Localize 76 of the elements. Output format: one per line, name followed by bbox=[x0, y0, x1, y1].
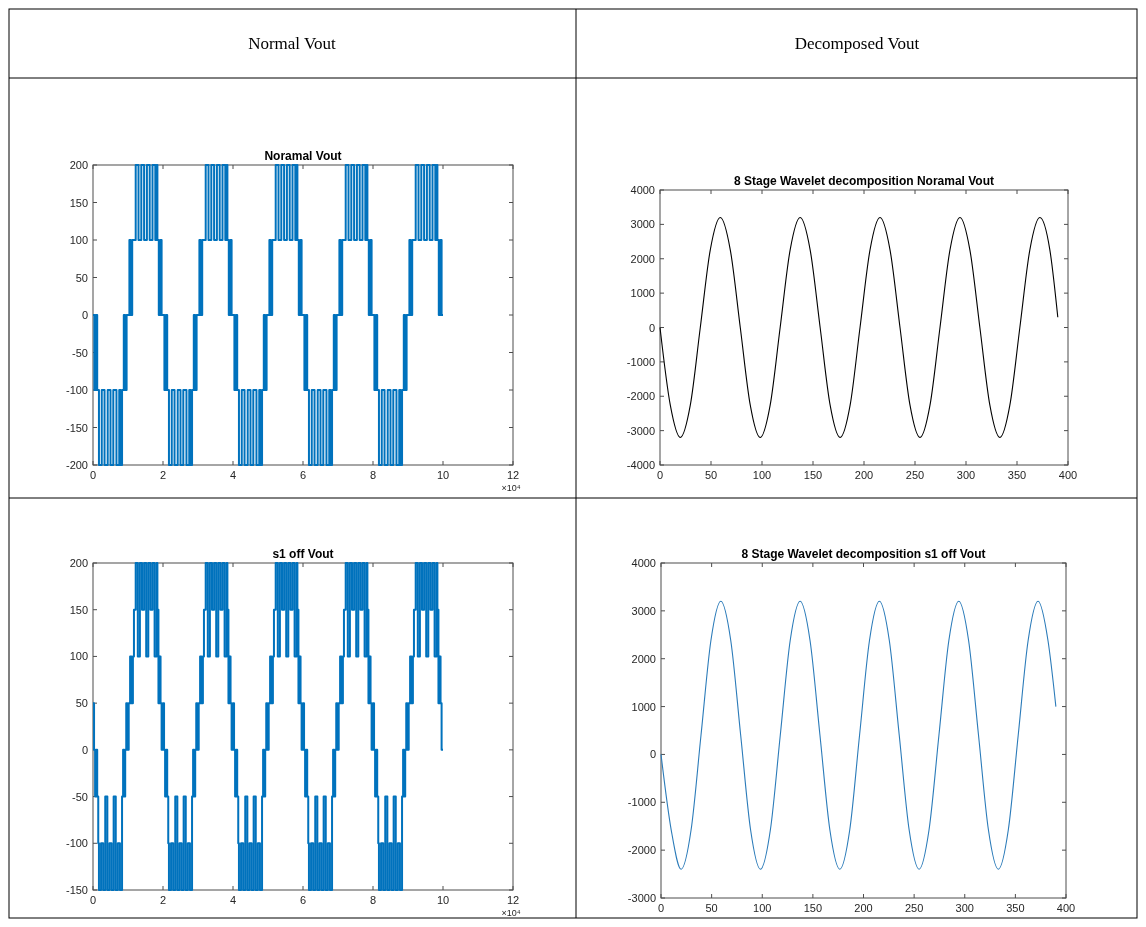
x-tick-label: 0 bbox=[656, 469, 664, 481]
x-tick-label: 12 bbox=[506, 469, 520, 481]
y-tick-label: 4000 bbox=[631, 557, 656, 569]
y-tick-label: 3000 bbox=[630, 218, 655, 231]
chart-title: s1 off Vout bbox=[272, 547, 334, 561]
x-tick-label: 0 bbox=[89, 894, 97, 906]
x-tick-label: 400 bbox=[1058, 469, 1078, 481]
y-tick-label: 150 bbox=[69, 196, 88, 209]
x-tick-label: 6 bbox=[299, 469, 307, 481]
y-tick-label: 0 bbox=[81, 309, 88, 321]
y-tick-label: 0 bbox=[648, 321, 655, 334]
y-tick-label: -150 bbox=[65, 884, 88, 896]
y-tick-label: 200 bbox=[69, 159, 88, 171]
y-tick-label: 0 bbox=[81, 743, 88, 756]
chart-title: 8 Stage Wavelet decomposition Noramal Vout bbox=[733, 174, 995, 188]
x-tick-label: 250 bbox=[905, 469, 925, 481]
y-tick-label: -3000 bbox=[626, 424, 655, 437]
x-tick-label: 300 bbox=[955, 902, 974, 914]
x-tick-label: 6 bbox=[299, 894, 307, 906]
x-tick-label: 350 bbox=[1006, 902, 1025, 914]
x-tick-label: 2 bbox=[159, 894, 167, 906]
y-tick-label: -200 bbox=[65, 459, 88, 471]
x-tick-label: 10 bbox=[436, 894, 450, 906]
y-tick-label: -1000 bbox=[627, 796, 656, 809]
y-tick-label: 4000 bbox=[630, 184, 655, 196]
y-tick-label: -50 bbox=[72, 346, 88, 359]
text: ×10⁴ bbox=[501, 908, 521, 918]
y-tick-label: 200 bbox=[69, 557, 88, 569]
y-tick-label: 50 bbox=[75, 697, 88, 710]
x-tick-label: 2 bbox=[159, 469, 167, 481]
chart-title: Noramal Vout bbox=[264, 149, 342, 163]
y-tick-label: -100 bbox=[65, 384, 88, 396]
x-tick-label: 10 bbox=[436, 469, 450, 481]
y-tick-label: 100 bbox=[69, 234, 88, 246]
y-tick-label: 100 bbox=[69, 650, 88, 663]
text: ×10⁴ bbox=[501, 483, 521, 493]
y-tick-label: -2000 bbox=[626, 390, 655, 403]
x-tick-label: 200 bbox=[854, 469, 874, 481]
y-tick-label: -2000 bbox=[627, 844, 656, 857]
x-tick-label: 50 bbox=[705, 902, 718, 914]
text: Normal Vout bbox=[248, 34, 337, 53]
line-series bbox=[660, 600, 1057, 870]
y-tick-label: 2000 bbox=[630, 252, 655, 265]
x-tick-label: 4 bbox=[229, 469, 237, 481]
x-tick-label: 150 bbox=[803, 469, 823, 481]
y-tick-label: -50 bbox=[72, 790, 88, 803]
x-tick-label: 8 bbox=[369, 469, 377, 481]
x-tick-label: 200 bbox=[854, 902, 873, 914]
y-tick-label: 0 bbox=[649, 748, 656, 761]
x-tick-label: 400 bbox=[1056, 902, 1076, 914]
x-tick-label: 100 bbox=[753, 902, 772, 914]
line-series bbox=[659, 216, 1059, 439]
x-tick-label: 0 bbox=[657, 902, 665, 914]
y-tick-label: -4000 bbox=[626, 459, 655, 471]
y-tick-label: 50 bbox=[75, 271, 88, 284]
text: Decomposed Vout bbox=[794, 34, 920, 53]
y-tick-label: 150 bbox=[69, 603, 88, 616]
y-tick-label: -100 bbox=[65, 837, 88, 850]
y-tick-label: 2000 bbox=[631, 652, 656, 665]
x-tick-label: 4 bbox=[229, 894, 237, 906]
chart-title: 8 Stage Wavelet decomposition s1 off Vout bbox=[741, 547, 986, 561]
y-tick-label: 3000 bbox=[631, 604, 656, 617]
x-tick-label: 50 bbox=[704, 469, 718, 481]
x-tick-label: 250 bbox=[904, 902, 924, 914]
x-tick-label: 100 bbox=[752, 469, 772, 481]
y-tick-label: 1000 bbox=[631, 700, 656, 713]
x-tick-label: 12 bbox=[506, 894, 520, 906]
x-tick-label: 300 bbox=[956, 469, 976, 481]
x-tick-label: 350 bbox=[1007, 469, 1027, 481]
y-tick-label: -3000 bbox=[627, 892, 656, 904]
y-tick-label: 1000 bbox=[630, 287, 655, 300]
x-tick-label: 150 bbox=[803, 902, 823, 914]
x-tick-label: 0 bbox=[89, 469, 97, 481]
y-tick-label: -1000 bbox=[626, 355, 655, 368]
x-tick-label: 8 bbox=[369, 894, 377, 906]
y-tick-label: -150 bbox=[65, 421, 88, 434]
